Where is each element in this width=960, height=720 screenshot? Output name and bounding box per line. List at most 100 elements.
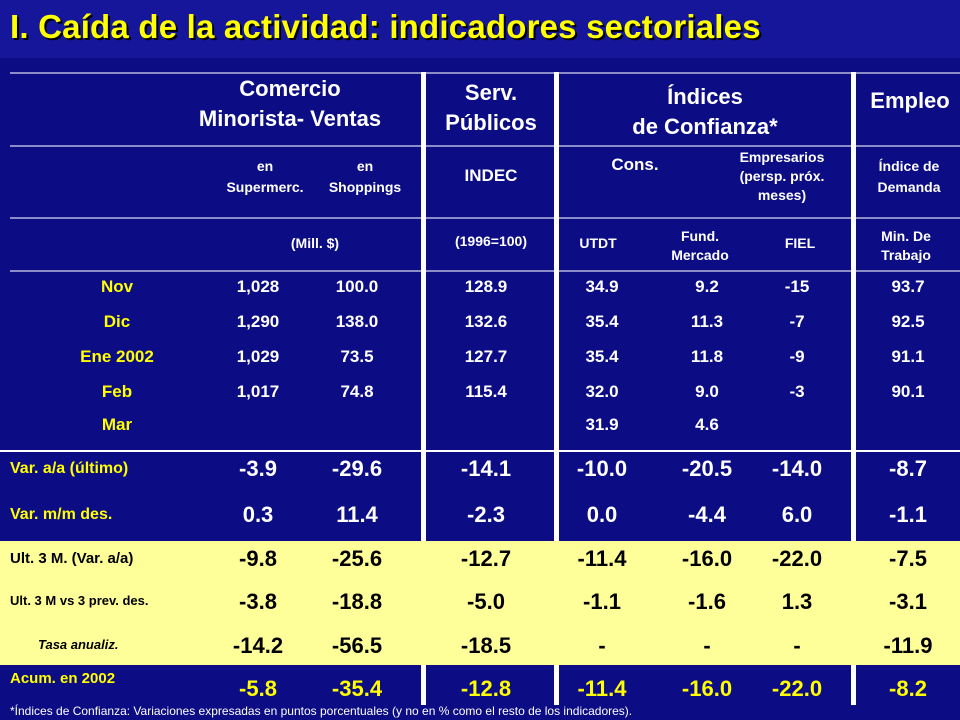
month-cell: 9.0 (662, 382, 752, 402)
month-row-label: Mar (52, 415, 182, 435)
month-cell: 93.7 (863, 277, 953, 297)
band-cell: -11.4 (552, 546, 652, 572)
month-cell: 91.1 (863, 347, 953, 367)
month-cell: 74.8 (312, 382, 402, 402)
variation-cell: -20.5 (657, 456, 757, 482)
variation-cell: -10.0 (552, 456, 652, 482)
header-top-line (10, 72, 960, 74)
header-indec: INDEC (428, 166, 554, 186)
variation-cell: -4.4 (657, 502, 757, 528)
header-fund-line1: Fund. (650, 228, 750, 245)
variation-cell: 11.4 (307, 502, 407, 528)
header-indices: Índices de Confianza* (580, 84, 830, 141)
acum-cell: -11.4 (552, 676, 652, 702)
acum-row-label: Acum. en 2002 (10, 670, 210, 687)
month-cell: 34.9 (557, 277, 647, 297)
header-empleo: Empleo (858, 88, 960, 114)
month-cell: 100.0 (312, 277, 402, 297)
band-cell: -14.2 (208, 633, 308, 659)
header-line-1 (10, 145, 960, 147)
band-row-label: Ult. 3 M vs 3 prev. des. (10, 593, 220, 608)
month-cell: 127.7 (441, 347, 531, 367)
acum-cell: -22.0 (747, 676, 847, 702)
header-line-2 (10, 217, 960, 219)
month-cell: 73.5 (312, 347, 402, 367)
header-fund-line2: Mercado (650, 247, 750, 264)
month-row-label: Nov (52, 277, 182, 297)
variation-cell: -1.1 (858, 502, 958, 528)
band-cell: 1.3 (747, 589, 847, 615)
band-cell: -18.8 (307, 589, 407, 615)
variations-divider (0, 450, 960, 452)
month-row-label: Feb (52, 382, 182, 402)
header-shoppings: en Shoppings (312, 158, 418, 196)
band-cell: -3.8 (208, 589, 308, 615)
acum-cell: -35.4 (307, 676, 407, 702)
variation-cell: -3.9 (208, 456, 308, 482)
band-cell: -11.9 (858, 633, 958, 659)
band-row-label: Ult. 3 M. (Var. a/a) (10, 550, 220, 567)
header-line-3 (10, 270, 960, 272)
month-cell: -9 (752, 347, 842, 367)
header-utdt: UTDT (568, 235, 628, 252)
variation-row-label: Var. m/m des. (10, 506, 210, 524)
variation-cell: -2.3 (436, 502, 536, 528)
month-cell: 32.0 (557, 382, 647, 402)
header-cons: Cons. (595, 155, 675, 175)
month-cell: 11.8 (662, 347, 752, 367)
header-supermerc-line2: Supermerc. (220, 179, 310, 196)
header-serv-line1: Serv. (428, 80, 554, 106)
band-cell: -5.0 (436, 589, 536, 615)
band-cell: - (747, 633, 847, 659)
header-shoppings-line2: Shoppings (312, 179, 418, 196)
header-base: (1996=100) (428, 233, 554, 250)
variation-row-label: Var. a/a (último) (10, 460, 210, 478)
month-cell: 90.1 (863, 382, 953, 402)
header-indice-demanda-line1: Índice de (858, 158, 960, 175)
header-supermerc-line1: en (220, 158, 310, 175)
month-cell: 1,029 (213, 347, 303, 367)
header-supermerc: en Supermerc. (220, 158, 310, 196)
month-cell: -3 (752, 382, 842, 402)
header-indice-demanda: Índice de Demanda (858, 158, 960, 196)
acum-cell: -8.2 (858, 676, 958, 702)
footnote: *Índices de Confianza: Variaciones expre… (10, 704, 632, 718)
header-mill: (Mill. $) (240, 235, 390, 252)
header-comercio-line2: Minorista- Ventas (180, 106, 400, 132)
header-min-trabajo: Min. De Trabajo (858, 228, 954, 264)
header-serv: Serv. Públicos (428, 80, 554, 137)
band-cell: -18.5 (436, 633, 536, 659)
header-min-line2: Trabajo (858, 247, 954, 264)
band-cell: -7.5 (858, 546, 958, 572)
month-cell: 4.6 (662, 415, 752, 435)
band-cell: - (657, 633, 757, 659)
header-fund-mercado: Fund. Mercado (650, 228, 750, 264)
band-cell: -56.5 (307, 633, 407, 659)
header-indices-line2: de Confianza* (580, 114, 830, 140)
header-empresarios-line1: Empresarios (712, 148, 852, 167)
band-cell: -3.1 (858, 589, 958, 615)
month-cell: 92.5 (863, 312, 953, 332)
band-cell: -22.0 (747, 546, 847, 572)
variation-cell: -14.0 (747, 456, 847, 482)
variation-cell: -8.7 (858, 456, 958, 482)
header-comercio-line1: Comercio (180, 76, 400, 102)
band-cell: -25.6 (307, 546, 407, 572)
month-cell: 31.9 (557, 415, 647, 435)
month-row-label: Dic (52, 312, 182, 332)
header-empresarios: Empresarios (persp. próx. meses) (712, 148, 852, 205)
acum-cell: -5.8 (208, 676, 308, 702)
month-cell: 9.2 (662, 277, 752, 297)
month-cell: -7 (752, 312, 842, 332)
variation-cell: -14.1 (436, 456, 536, 482)
band-cell: -1.1 (552, 589, 652, 615)
header-min-line1: Min. De (858, 228, 954, 245)
header-indice-demanda-line2: Demanda (858, 179, 960, 196)
month-cell: 11.3 (662, 312, 752, 332)
header-comercio: Comercio Minorista- Ventas (180, 76, 400, 133)
band-cell: -16.0 (657, 546, 757, 572)
page-title: I. Caída de la actividad: indicadores se… (10, 8, 761, 46)
month-cell: 35.4 (557, 312, 647, 332)
month-cell: 1,017 (213, 382, 303, 402)
header-fiel: FIEL (770, 235, 830, 252)
